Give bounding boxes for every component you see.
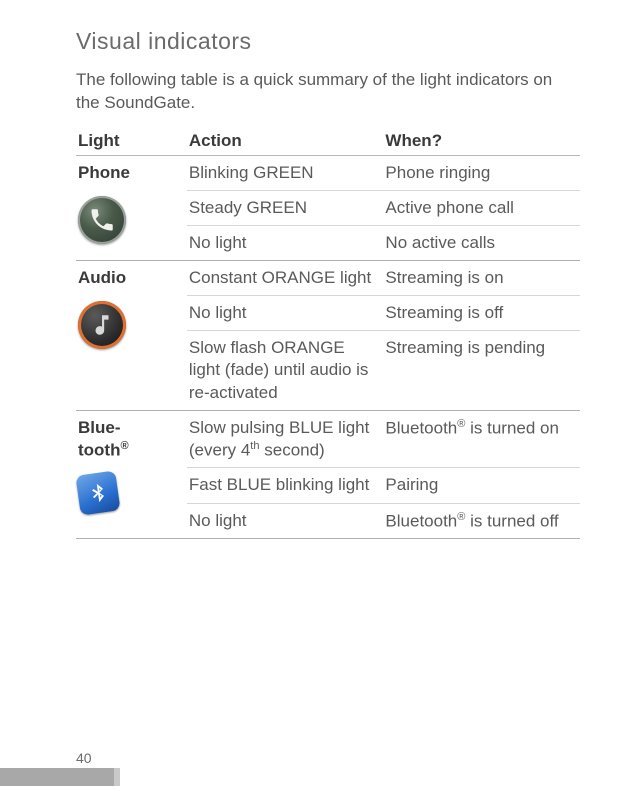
header-action: Action xyxy=(187,127,384,156)
audio-icon xyxy=(78,301,126,349)
action-cell: Slow flash ORANGE light (fade) until aud… xyxy=(187,331,384,410)
light-cell: Blue-tooth® xyxy=(76,410,187,539)
action-cell: Fast BLUE blinking light xyxy=(187,468,384,503)
action-cell: Constant ORANGE light xyxy=(187,261,384,296)
table-row: Blue-tooth®Slow pulsing BLUE light (ever… xyxy=(76,410,580,468)
when-cell: No active calls xyxy=(383,226,580,261)
light-cell: Phone xyxy=(76,155,187,260)
page-title: Visual indicators xyxy=(76,28,580,55)
when-cell: Pairing xyxy=(383,468,580,503)
action-cell: Blinking GREEN xyxy=(187,155,384,190)
bt-icon xyxy=(75,471,120,516)
light-label: Audio xyxy=(78,267,181,289)
light-label: Blue-tooth® xyxy=(78,417,181,462)
action-cell: Steady GREEN xyxy=(187,190,384,225)
intro-text: The following table is a quick summary o… xyxy=(76,69,580,115)
page-number: 40 xyxy=(76,750,92,766)
when-cell: Phone ringing xyxy=(383,155,580,190)
when-cell: Streaming is pending xyxy=(383,331,580,410)
when-cell: Bluetooth® is turned off xyxy=(383,503,580,539)
header-light: Light xyxy=(76,127,187,156)
footer-bar xyxy=(0,768,120,786)
light-label: Phone xyxy=(78,162,181,184)
table-row: Phone Blinking GREENPhone ringing xyxy=(76,155,580,190)
phone-icon xyxy=(78,196,126,244)
action-cell: No light xyxy=(187,296,384,331)
when-cell: Bluetooth® is turned on xyxy=(383,410,580,468)
action-cell: No light xyxy=(187,226,384,261)
when-cell: Streaming is off xyxy=(383,296,580,331)
indicators-table: Light Action When? Phone Blinking GREENPh… xyxy=(76,127,580,539)
action-cell: No light xyxy=(187,503,384,539)
when-cell: Streaming is on xyxy=(383,261,580,296)
action-cell: Slow pulsing BLUE light (every 4th secon… xyxy=(187,410,384,468)
when-cell: Active phone call xyxy=(383,190,580,225)
light-cell: Audio xyxy=(76,261,187,410)
table-row: Audio Constant ORANGE lightStreaming is o… xyxy=(76,261,580,296)
header-when: When? xyxy=(383,127,580,156)
